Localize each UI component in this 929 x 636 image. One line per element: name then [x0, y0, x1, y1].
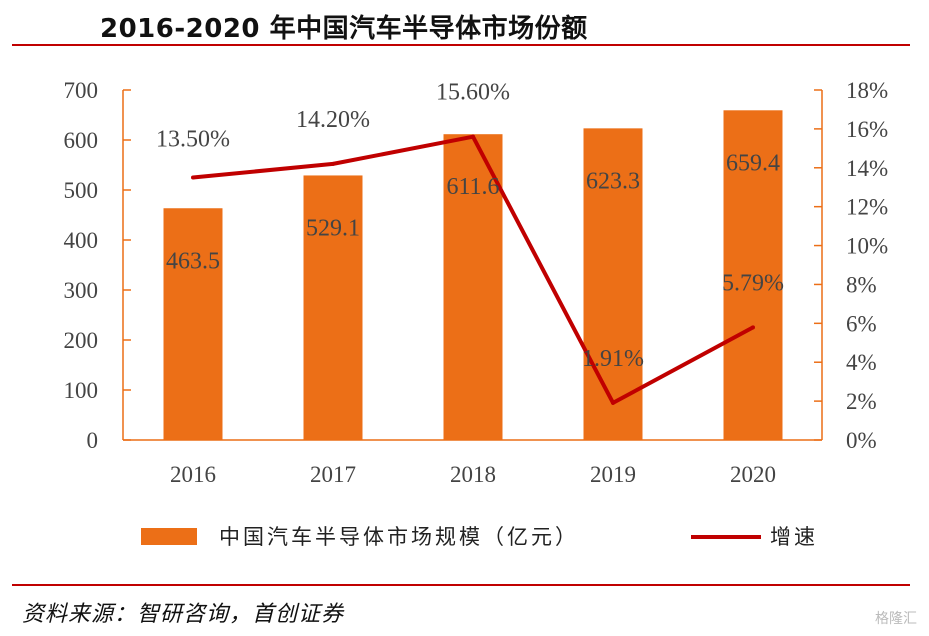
legend-bar-label: 中国汽车半导体市场规模（亿元）: [219, 525, 579, 549]
line-data-labels: 13.50% 14.20% 15.60% 1.91% 5.79%: [156, 80, 784, 372]
y-right-tick-label: 8%: [846, 272, 877, 297]
y-left-axis: 0 100 200 300 400 500 600 700: [64, 78, 131, 453]
watermark: 格隆汇: [875, 611, 917, 627]
y-right-axis: 0% 2% 4% 6% 8% 10% 12% 14% 16% 18%: [814, 78, 888, 453]
bar-value-label: 611.6: [446, 174, 499, 200]
y-right-tick-label: 16%: [846, 117, 888, 142]
x-tick-label: 2016: [170, 462, 216, 487]
x-tick-label: 2017: [310, 462, 356, 487]
line-value-label: 14.20%: [296, 107, 370, 133]
line-series: [191, 134, 755, 405]
line-value-label: 1.91%: [582, 346, 644, 372]
x-axis: 2016 2017 2018 2019 2020: [123, 439, 822, 487]
bar: [303, 175, 363, 440]
y-left-tick-label: 600: [64, 128, 99, 153]
x-tick-label: 2018: [450, 462, 496, 487]
line-point: [751, 325, 755, 330]
source-rule: [12, 584, 910, 586]
x-tick-label: 2020: [730, 462, 776, 487]
line-point: [611, 400, 615, 405]
y-right-tick-label: 10%: [846, 234, 888, 259]
chart: 0 100 200 300 400 500 600 700 0% 2% 4% 6% 8% 10% 12% 1…: [64, 78, 889, 549]
y-right-tick-label: 2%: [846, 389, 877, 414]
y-right-tick-label: 4%: [846, 350, 877, 375]
line-value-label: 5.79%: [722, 270, 784, 296]
y-left-tick-label: 500: [64, 178, 99, 203]
y-right-tick-label: 18%: [846, 78, 888, 103]
line-value-label: 13.50%: [156, 127, 230, 153]
y-left-tick-label: 100: [64, 378, 99, 403]
line-point: [471, 134, 475, 139]
y-left-tick-label: 0: [87, 428, 99, 453]
legend-bar-swatch: [141, 528, 197, 545]
bar-value-label: 659.4: [726, 150, 780, 176]
y-left-tick-label: 200: [64, 328, 99, 353]
bar: [163, 208, 223, 440]
y-right-tick-label: 12%: [846, 195, 888, 220]
x-tick-label: 2019: [590, 462, 636, 487]
line-value-label: 15.60%: [436, 80, 510, 106]
bar-value-label: 529.1: [306, 215, 360, 241]
y-left-tick-label: 300: [64, 278, 99, 303]
line-point: [191, 175, 195, 180]
legend-line-label: 增速: [770, 525, 818, 549]
y-right-tick-label: 0%: [846, 428, 877, 453]
legend: 中国汽车半导体市场规模（亿元） 增速: [141, 525, 818, 549]
y-right-tick-label: 6%: [846, 311, 877, 336]
y-right-tick-label: 14%: [846, 156, 888, 181]
y-left-tick-label: 700: [64, 78, 99, 103]
bar: [443, 134, 503, 440]
bar-series: [163, 110, 783, 441]
source-note: 资料来源：智研咨询，首创证券: [22, 602, 345, 627]
line-point: [331, 161, 335, 166]
bar: [723, 110, 783, 441]
bar: [583, 128, 643, 440]
bar-data-labels: 463.5 529.1 611.6 623.3 659.4: [166, 150, 780, 274]
bar-value-label: 623.3: [586, 168, 640, 194]
title-rule: [12, 44, 910, 46]
y-left-tick-label: 400: [64, 228, 99, 253]
chart-title: 2016-2020 年中国汽车半导体市场份额: [100, 14, 588, 44]
bar-value-label: 463.5: [166, 248, 220, 274]
